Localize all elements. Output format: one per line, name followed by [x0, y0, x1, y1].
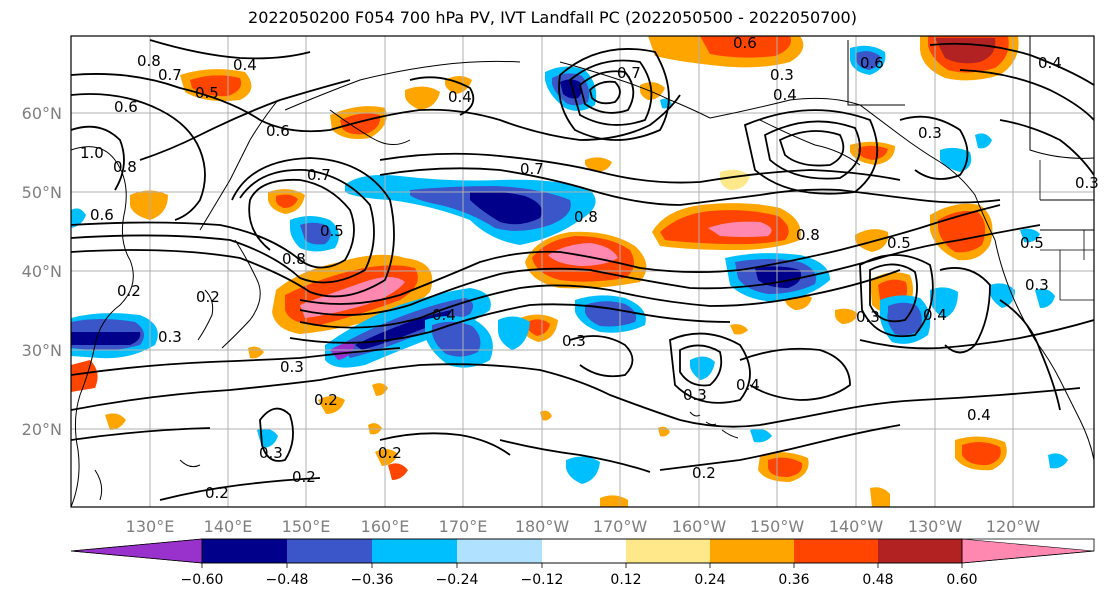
colorbar-tick-label: −0.24 — [436, 572, 479, 588]
lat-label-40: 40°N — [22, 262, 62, 281]
contour-label: 0.2 — [378, 444, 402, 462]
lon-label: 160°E — [361, 517, 410, 536]
colorbar-cell-7 — [710, 539, 794, 563]
contour-label: 0.6 — [860, 54, 884, 72]
colorbar-cell-5 — [542, 539, 626, 563]
borders — [1039, 160, 1094, 301]
contour-label: 0.5 — [195, 84, 219, 102]
lat-label-50: 50°N — [22, 183, 62, 202]
colorbar-tick-label: −0.36 — [351, 572, 394, 588]
colorbar-cell-4 — [457, 539, 542, 563]
colorbar-tick-label: 0.48 — [862, 572, 893, 588]
lon-label: 140°E — [204, 517, 253, 536]
longitude-labels: 130°E 140°E 150°E 160°E 170°E 180°W 170°… — [126, 517, 1041, 536]
contour-label: 0.2 — [692, 464, 716, 482]
contour-label: 0.4 — [923, 306, 947, 324]
contour-label: 0.5 — [320, 222, 344, 240]
gridlines — [71, 36, 1094, 507]
contour-label: 0.2 — [117, 282, 141, 300]
colorbar-ticks — [201, 563, 963, 568]
contour-label: 0.4 — [448, 88, 472, 106]
colorbar-tick-label: 0.60 — [946, 572, 977, 588]
contour-label: 0.3 — [280, 358, 304, 376]
colorbar-cell-8 — [794, 539, 878, 563]
lat-label-30: 30°N — [22, 341, 62, 360]
colorbar-cell-1 — [202, 539, 287, 563]
colorbar-cell-9 — [878, 539, 962, 563]
contour-label: 0.3 — [770, 66, 794, 84]
contour-label: 0.6 — [90, 206, 114, 224]
latitude-labels: 60°N 50°N 40°N 30°N 20°N — [22, 104, 62, 439]
contour-label: 0.6 — [733, 34, 757, 52]
colorbar-cell-2 — [287, 539, 372, 563]
contour-label: 0.3 — [918, 124, 942, 142]
contour-label: 0.4 — [967, 406, 991, 424]
contour-label: 0.2 — [314, 391, 338, 409]
lon-label: 180°W — [515, 517, 570, 536]
lon-label: 170°W — [593, 517, 648, 536]
contour-label: 0.7 — [617, 64, 641, 82]
contour-label: 0.7 — [307, 166, 331, 184]
colorbar-tick-label: 0.12 — [610, 572, 641, 588]
colorbar-tick-label: 0.24 — [694, 572, 725, 588]
contour-label: 0.7 — [158, 66, 182, 84]
contour-label: 0.2 — [205, 484, 229, 502]
map-frame — [70, 35, 1095, 508]
lon-label: 130°E — [126, 517, 175, 536]
colorbar: −0.60 −0.48 −0.36 −0.24 −0.12 0.12 0.24 … — [70, 538, 1095, 588]
contour-label: 0.5 — [887, 234, 911, 252]
page-title: 2022050200 F054 700 hPa PV, IVT Landfall… — [248, 8, 857, 27]
contour-labels: 0.8 0.7 0.5 0.4 0.6 1.0 0.6 0.8 0.6 0.5 … — [80, 34, 1099, 502]
contour-label: 0.8 — [113, 158, 137, 176]
lon-label: 130°W — [908, 517, 963, 536]
contour-label: 0.4 — [233, 56, 257, 74]
contour-label: 0.3 — [259, 444, 283, 462]
contour-label: 0.2 — [292, 468, 316, 486]
colorbar-tick-label: −0.60 — [181, 572, 224, 588]
negative-anomaly-blobs — [71, 45, 1068, 484]
contour-label: 0.3 — [1025, 276, 1049, 294]
contour-label: 0.8 — [137, 52, 161, 70]
contour-label: 1.0 — [80, 144, 104, 162]
colorbar-tick-label: 0.36 — [778, 572, 809, 588]
contour-label: 0.3 — [856, 308, 880, 326]
contour-label: 0.4 — [1038, 54, 1062, 72]
lon-label: 140°W — [829, 517, 884, 536]
contour-label: 0.8 — [574, 208, 598, 226]
lat-label-60: 60°N — [22, 104, 62, 123]
contour-label: 0.4 — [736, 376, 760, 394]
contour-label: 0.2 — [196, 288, 220, 306]
colorbar-cell-3 — [372, 539, 457, 563]
contour-label: 0.4 — [432, 306, 456, 324]
contour-label: 0.3 — [683, 386, 707, 404]
colorbar-cell-6 — [626, 539, 710, 563]
shading-layer — [71, 36, 1068, 507]
colorbar-tick-label: −0.12 — [521, 572, 564, 588]
contour-label: 0.6 — [114, 98, 138, 116]
lon-label: 150°W — [750, 517, 805, 536]
lon-label: 160°W — [672, 517, 727, 536]
contour-label: 0.4 — [773, 86, 797, 104]
lat-label-20: 20°N — [22, 420, 62, 439]
contour-label: 0.8 — [282, 250, 306, 268]
contour-label: 0.8 — [796, 226, 820, 244]
pv-contours — [71, 39, 1094, 501]
contour-label: 0.3 — [562, 332, 586, 350]
contour-label: 0.6 — [266, 122, 290, 140]
colorbar-tick-label: −0.48 — [266, 572, 309, 588]
contour-label: 0.7 — [520, 160, 544, 178]
lon-label: 150°E — [282, 517, 331, 536]
contour-label: 0.5 — [1020, 234, 1044, 252]
lon-label: 170°E — [439, 517, 488, 536]
contour-label: 0.3 — [158, 328, 182, 346]
contour-label: 0.3 — [1075, 174, 1099, 192]
colorbar-frame — [201, 538, 963, 564]
colorbar-cell-0 — [70, 538, 203, 564]
lon-label: 120°W — [986, 517, 1041, 536]
colorbar-cell-10 — [961, 538, 1095, 564]
positive-anomaly-blobs — [71, 36, 1019, 507]
